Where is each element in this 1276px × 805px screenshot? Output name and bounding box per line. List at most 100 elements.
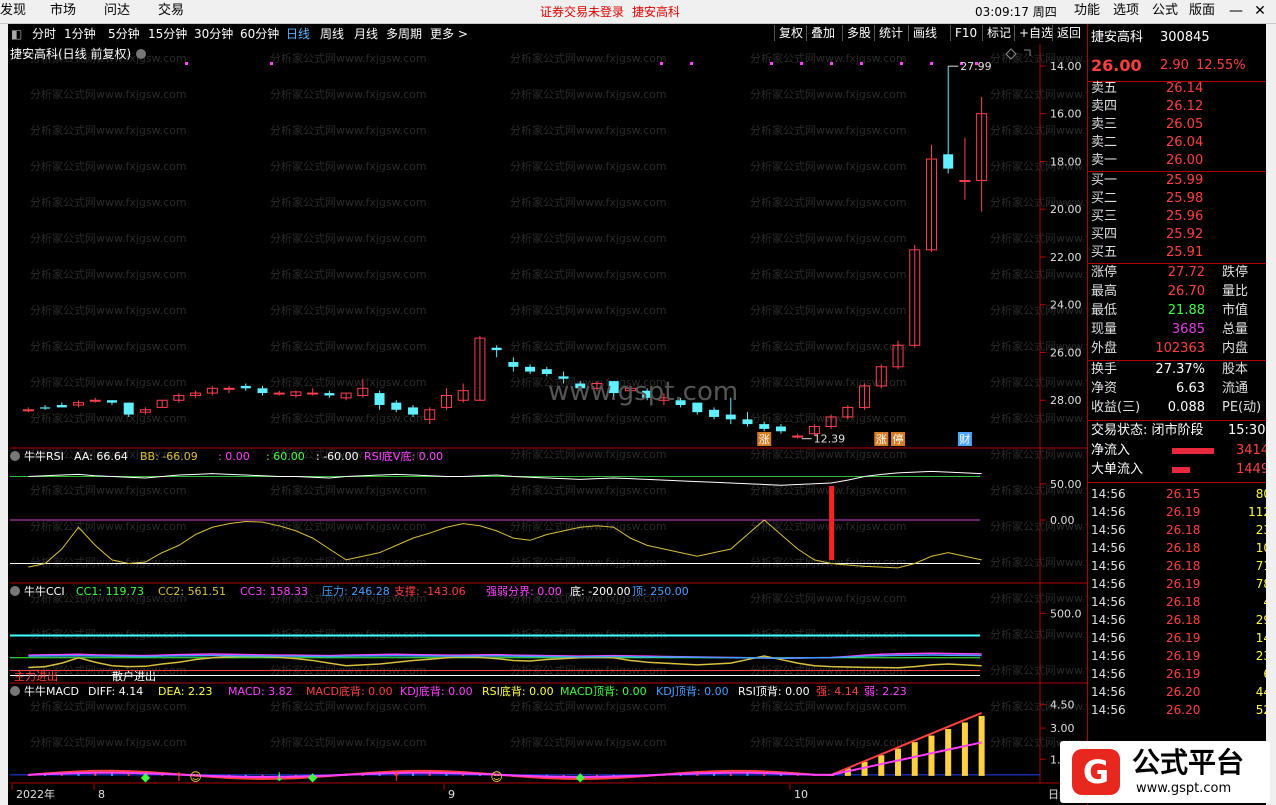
x-axis-label: 8 xyxy=(98,788,105,801)
candle-body xyxy=(575,383,586,389)
bid-row: 买三 25.96 xyxy=(1088,208,1276,226)
macd-bar xyxy=(895,748,902,776)
macd-bar xyxy=(861,761,868,776)
macd-bar xyxy=(945,729,952,776)
watermark-text: 分析家公式网www.fxjgsw.com xyxy=(270,699,427,713)
watermark-text: 分析家公式网www.fxjgsw.com xyxy=(270,159,427,173)
menu-wenda[interactable]: 问达 xyxy=(104,3,131,18)
toolbar-toggle-icon[interactable]: ◧ xyxy=(11,27,23,41)
chart-area[interactable]: 分析家公式网www.fxjgsw.com 分析家公式网www.fxjgsw.com… xyxy=(0,0,1087,805)
period-tab-9[interactable]: 多周期 xyxy=(386,27,423,41)
tick-price: 26.18 xyxy=(1166,559,1201,573)
toolbar-button-8[interactable]: 返回 xyxy=(1052,25,1085,41)
stat-label-2: 市值 xyxy=(1222,303,1249,318)
trade-time: 15:30: xyxy=(1228,423,1270,438)
rsi-legend: AA: 66.64 xyxy=(74,450,128,463)
period-tab-3[interactable]: 15分钟 xyxy=(148,27,188,41)
scrollbar[interactable] xyxy=(1266,24,1276,805)
rsi-legend: RSI底V底: 0.00 xyxy=(364,449,443,463)
watermark-text: 分析家公式网www.fxjgsw.com xyxy=(30,339,187,353)
menu-formula[interactable]: 公式 xyxy=(1152,3,1179,18)
stat-row: 最低 21.88 市值 xyxy=(1088,302,1276,320)
watermark-text: 分析家公式网www.fxjgsw.com xyxy=(30,483,187,497)
watermark-text: 分析家公式网www.fxjgsw.com xyxy=(30,159,187,173)
x-axis-label: 2022年 xyxy=(16,787,55,801)
watermark-text: 分析家公式网www.fxjgsw.com xyxy=(30,231,187,245)
period-tab-7[interactable]: 周线 xyxy=(320,27,345,41)
cci-toggle-icon xyxy=(10,586,20,596)
menu-options[interactable]: 选项 xyxy=(1113,3,1140,18)
period-tab-10[interactable]: 更多 > xyxy=(430,27,468,41)
candle-body xyxy=(909,249,921,346)
menu-trade[interactable]: 交易 xyxy=(158,3,185,18)
menu-market[interactable]: 市场 xyxy=(50,3,77,18)
toolbar-button-7[interactable]: +自选 xyxy=(1014,25,1057,41)
watermark-text: 分析家公式网www.fxjgsw.com xyxy=(270,195,427,209)
menu-discover[interactable]: 发现 xyxy=(0,3,27,18)
signal-dot xyxy=(270,62,273,65)
signal-dot xyxy=(770,62,773,65)
login-notice[interactable]: 证券交易未登录 xyxy=(540,5,625,19)
watermark-text: 分析家公式网www.fxjgsw.com xyxy=(750,699,907,713)
candle-body xyxy=(825,416,837,428)
cci-legend: 支撑: -143.06 xyxy=(394,584,466,598)
candle-body xyxy=(491,347,502,351)
period-tab-6[interactable]: 日线 xyxy=(286,27,311,41)
period-tab-0[interactable]: 分时 xyxy=(32,27,57,41)
tick-price: 26.19 xyxy=(1166,505,1201,519)
close-icon[interactable]: ✕ xyxy=(1254,3,1266,19)
expand-icon xyxy=(1024,49,1031,56)
watermark-text: 分析家公式网www.fxjgsw.com xyxy=(270,303,427,317)
stock-link[interactable]: 捷安高科 xyxy=(632,5,681,19)
stat-value: 26.70 xyxy=(1167,284,1205,299)
toolbar-button-5[interactable]: F10 xyxy=(950,25,981,41)
period-tab-2[interactable]: 5分钟 xyxy=(108,27,140,41)
rsi-legend: : 0.00 xyxy=(218,450,250,463)
toolbar-button-6[interactable]: 标记 xyxy=(982,25,1015,41)
macd-legend: 强: 4.14 xyxy=(816,685,859,698)
logo-url: www.gspt.com xyxy=(1136,781,1232,796)
watermark-text: 分析家公式网www.fxjgsw.com xyxy=(750,339,907,353)
macd-signal-icon: ◆ xyxy=(141,770,151,784)
watermark-text: 分析家公式网www.fxjgsw.com xyxy=(30,627,187,641)
cci-legend: CC1: 119.73 xyxy=(76,585,144,598)
toolbar-button-2[interactable]: 多股 xyxy=(842,25,875,41)
stat-row: 最高 26.70 量比 xyxy=(1088,283,1276,301)
minimize-icon[interactable]: — xyxy=(1229,3,1243,19)
watermark-text: 分析家公式网www.fxjgsw.com xyxy=(270,375,427,389)
toolbar-button-3[interactable]: 统计 xyxy=(874,25,907,41)
watermark-text: 分析家公式网www.fxjgsw.com xyxy=(270,519,427,533)
ask-label: 卖三 xyxy=(1091,117,1118,132)
rsi-series-0 xyxy=(28,470,982,486)
watermark-text: 分析家公式网www.fxjgsw.com xyxy=(750,159,907,173)
price-row: 26.00 2.90 12.55% xyxy=(1088,57,1276,75)
signal-dot xyxy=(830,62,833,65)
candle-body xyxy=(273,392,285,395)
period-tab-8[interactable]: 月线 xyxy=(354,27,379,41)
candle-body xyxy=(725,414,736,420)
menu-function[interactable]: 功能 xyxy=(1074,3,1101,18)
menu-layout[interactable]: 版面 xyxy=(1189,3,1216,18)
watermark-text: 分析家公式网www.fxjgsw.com xyxy=(750,375,907,389)
stat-value: 21.88 xyxy=(1167,303,1205,318)
period-tab-1[interactable]: 1分钟 xyxy=(64,27,96,41)
y-tick-label: 20.00 xyxy=(1050,203,1082,216)
tick-row: 14:56 26.19 14 xyxy=(1088,629,1276,647)
toolbar-button-1[interactable]: 叠加 xyxy=(806,25,839,41)
netflow-bar xyxy=(1172,448,1214,454)
watermark-text: 分析家公式网www.fxjgsw.com xyxy=(750,231,907,245)
period-tab-4[interactable]: 30分钟 xyxy=(194,27,234,41)
bigflow-bar xyxy=(1172,467,1190,473)
rsi-series-1 xyxy=(28,519,982,569)
candle-body xyxy=(808,426,820,435)
x-axis-bg xyxy=(10,784,1087,805)
stat-row: 外盘 102363 内盘 xyxy=(1088,340,1276,358)
macd-signal-icon: ↑ xyxy=(391,770,401,784)
macd-bar xyxy=(978,715,985,776)
toolbar-button-4[interactable]: 画线 xyxy=(908,25,941,41)
candle-body xyxy=(408,407,419,415)
toolbar-button-0[interactable]: 复权 xyxy=(774,25,807,41)
candle-body xyxy=(156,399,168,408)
period-tab-5[interactable]: 60分钟 xyxy=(240,27,280,41)
tick-time: 14:56 xyxy=(1091,685,1126,699)
